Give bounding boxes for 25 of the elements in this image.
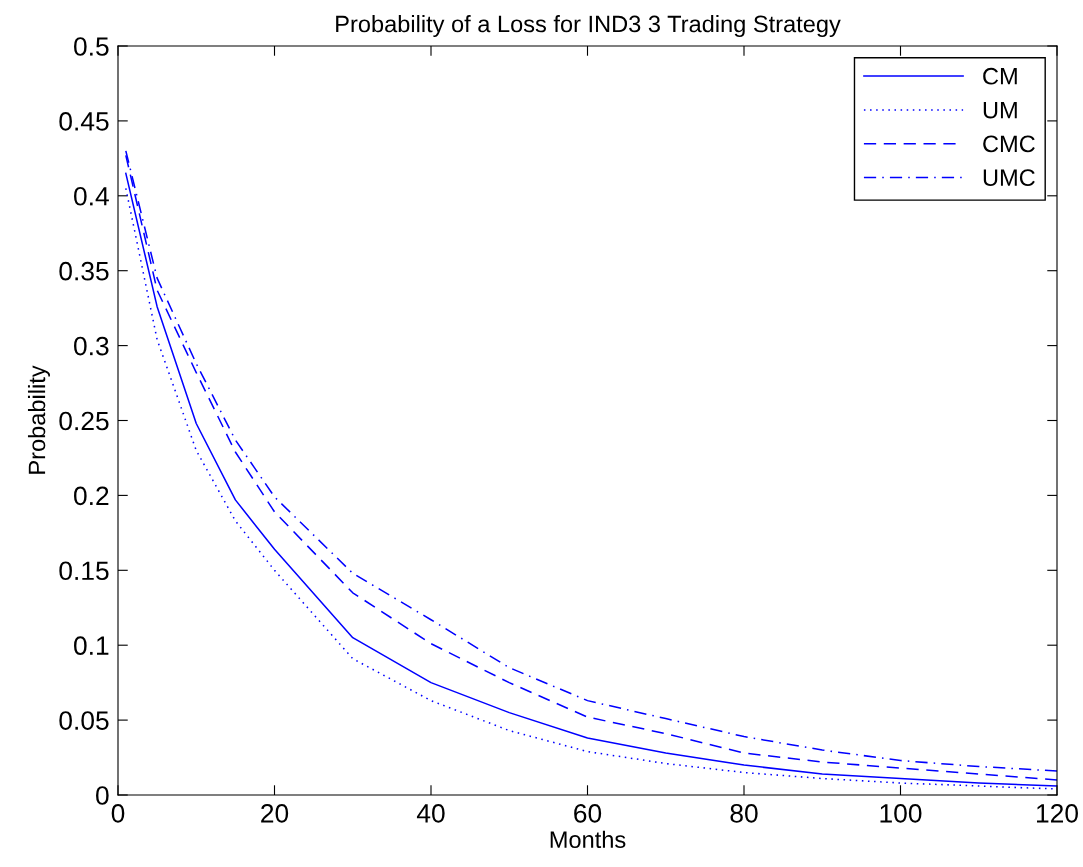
- y-tick-label: 0.25: [59, 411, 109, 431]
- y-tick-label: 0.15: [59, 561, 109, 581]
- y-tick-label: 0.2: [74, 486, 109, 506]
- legend-label: UM: [983, 101, 1017, 119]
- chart-title: Probability of a Loss for IND3 3 Trading Strategy: [336, 15, 841, 38]
- x-tick-label: 60: [574, 804, 602, 823]
- y-tick-label: 0.5: [74, 37, 109, 56]
- y-tick-label: 0.4: [74, 186, 109, 206]
- x-tick-label: 100: [880, 804, 922, 823]
- legend-label: CMC: [983, 135, 1035, 153]
- x-tick-label: 40: [416, 804, 445, 823]
- y-axis-title: Probability: [27, 365, 50, 474]
- y-tick-label: 0.1: [74, 636, 109, 656]
- x-tick-label: 20: [261, 804, 289, 823]
- y-tick-label: 0.3: [74, 336, 109, 356]
- y-tick-label: 0.35: [59, 261, 109, 281]
- x-tick-label: 0: [111, 804, 125, 823]
- y-tick-label: 0: [96, 786, 109, 805]
- legend-label: CM: [983, 67, 1017, 85]
- x-tick-label: 80: [730, 804, 758, 823]
- y-tick-label: 0.05: [59, 711, 109, 730]
- x-axis-title: Months: [550, 830, 626, 849]
- y-tick-label: 0.45: [59, 112, 109, 131]
- x-tick-label: 120: [1037, 804, 1078, 823]
- legend-label: UMC: [983, 169, 1035, 187]
